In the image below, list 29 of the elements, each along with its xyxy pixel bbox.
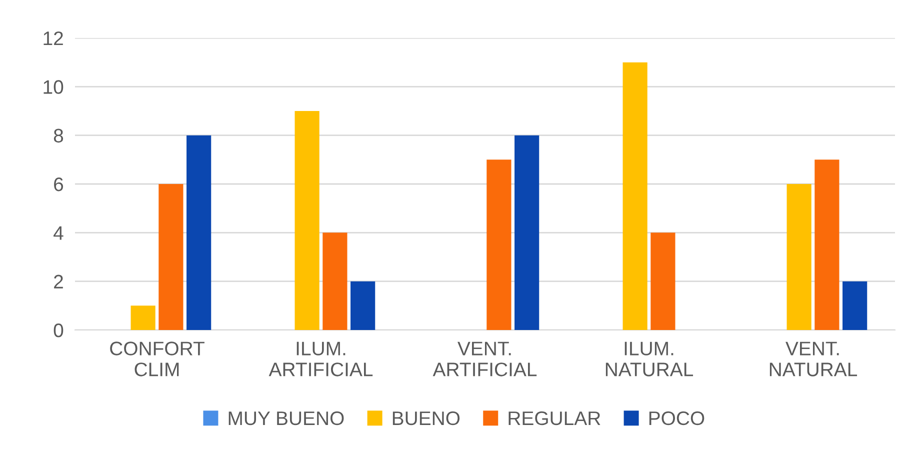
y-tick-label: 10	[44, 80, 64, 94]
bar	[350, 281, 376, 330]
bar	[130, 306, 156, 330]
y-tick-label: 0	[54, 323, 64, 338]
legend-label: MUY BUENO	[228, 411, 344, 426]
y-tick-label: 2	[54, 274, 63, 288]
bar	[622, 62, 648, 330]
legend-label: POCO	[649, 411, 704, 426]
x-tick-label: ILUM. NATURAL	[606, 342, 694, 376]
legend-label: BUENO	[392, 411, 460, 426]
x-tick-label: VENT. ARTIFICIAL	[432, 342, 537, 376]
bar	[186, 135, 212, 330]
y-tick-label: 4	[54, 226, 64, 240]
bar	[294, 111, 320, 330]
x-tick-label: ILUM. ARTIFICIAL	[268, 342, 373, 376]
legend-label: REGULAR	[508, 411, 600, 426]
bar	[514, 135, 540, 330]
x-tick-label: VENT. NATURAL	[770, 342, 858, 376]
y-tick-label: 8	[54, 128, 64, 143]
bar	[158, 184, 184, 330]
bar	[842, 281, 868, 330]
y-tick-label: 12	[44, 31, 63, 46]
bar	[786, 184, 812, 330]
x-tick-label: CONFORT CLIM	[110, 342, 204, 376]
bar	[650, 232, 676, 330]
bar	[814, 160, 840, 330]
bar	[322, 232, 348, 330]
y-tick-label: 6	[54, 177, 64, 192]
bar	[486, 160, 512, 330]
